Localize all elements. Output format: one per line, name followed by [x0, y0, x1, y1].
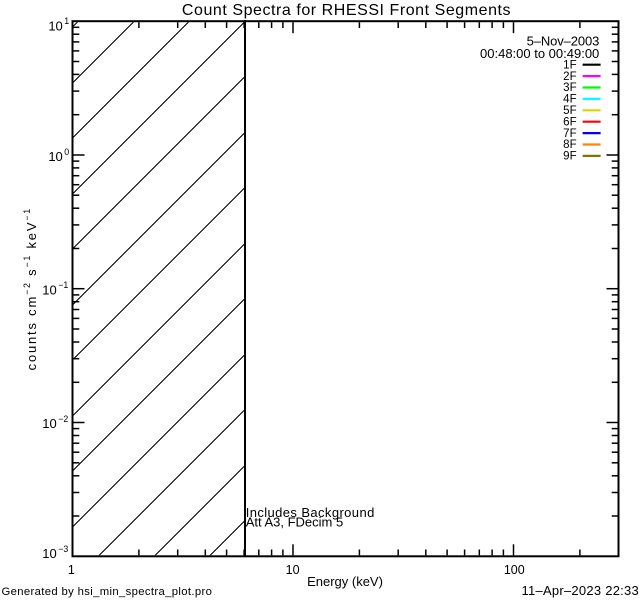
svg-text:00:48:00 to 00:49:00: 00:48:00 to 00:49:00 [480, 46, 599, 61]
svg-text:10: 10 [42, 546, 56, 561]
svg-text:−3: −3 [58, 544, 68, 554]
svg-text:Includes Background: Includes Background [246, 505, 375, 520]
svg-text:Att A3, FDecim 5: Att A3, FDecim 5 [246, 515, 344, 530]
svg-text:10: 10 [48, 18, 62, 33]
svg-text:counts cm−2 s−1 keV−1: counts cm−2 s−1 keV−1 [22, 207, 39, 370]
svg-text:7F: 7F [563, 128, 576, 140]
svg-text:3F: 3F [563, 82, 576, 94]
svg-text:8F: 8F [563, 139, 576, 151]
svg-text:Energy (keV): Energy (keV) [307, 574, 383, 589]
svg-text:100: 100 [504, 563, 525, 577]
svg-text:1: 1 [64, 16, 69, 26]
svg-text:10: 10 [42, 416, 56, 431]
svg-text:10: 10 [286, 563, 300, 577]
svg-text:2F: 2F [563, 71, 576, 83]
svg-text:11–Apr–2023 22:33: 11–Apr–2023 22:33 [522, 583, 640, 598]
svg-text:Count Spectra for RHESSI Front: Count Spectra for RHESSI Front Segments [182, 2, 511, 19]
svg-text:10: 10 [48, 149, 62, 164]
svg-text:5–Nov–2003: 5–Nov–2003 [527, 33, 600, 48]
svg-text:−2: −2 [58, 414, 68, 424]
svg-text:0: 0 [64, 147, 69, 157]
svg-text:−1: −1 [58, 280, 68, 290]
svg-text:5F: 5F [563, 105, 576, 117]
svg-text:4F: 4F [563, 94, 576, 106]
svg-text:1F: 1F [563, 59, 576, 71]
svg-text:1: 1 [68, 563, 75, 577]
svg-text:Generated by hsi_min_spectra_p: Generated by hsi_min_spectra_plot.pro [2, 586, 213, 598]
svg-text:10: 10 [42, 282, 56, 297]
svg-text:9F: 9F [563, 151, 576, 163]
svg-text:6F: 6F [563, 116, 576, 128]
